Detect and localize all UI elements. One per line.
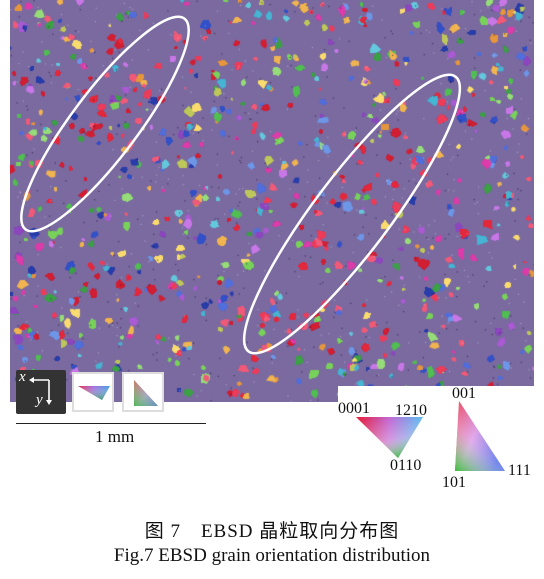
highlight-ellipse-left	[20, 15, 190, 233]
ipf-legend-triangles	[356, 401, 505, 471]
y-axis-label: y	[36, 392, 43, 408]
ebsd-orientation-map	[10, 0, 534, 402]
cubic-ipf-thumbnail	[122, 372, 164, 412]
cubic-corner-101: 101	[442, 474, 466, 491]
cubic-corner-111: 111	[508, 462, 531, 479]
scale-bar-label: 1 mm	[95, 427, 135, 446]
cubic-corner-001: 001	[452, 385, 476, 402]
axis-arrows-icon	[29, 377, 52, 405]
ipf-legend: 0001 1210 0110 001 101 111	[338, 386, 538, 496]
scale-bar	[16, 423, 206, 424]
grain-map-canvas	[10, 0, 534, 402]
hex-corner-0110: 0110	[390, 457, 422, 474]
figure-caption-chinese: 图 7 EBSD 晶粒取向分布图	[144, 521, 400, 542]
hex-corner-0001: 0001	[338, 400, 370, 417]
hex-ipf-thumbnail	[72, 372, 114, 412]
hex-triangle-icon	[78, 386, 110, 400]
axis-indicator: x y	[16, 369, 66, 414]
cubic-triangle-icon	[134, 380, 158, 406]
highlight-ellipse-right	[242, 73, 462, 355]
hex-corner-1210: 1210	[395, 402, 427, 419]
figure-caption-english: Fig.7 EBSD grain orientation distributio…	[113, 545, 431, 566]
highlight-overlay	[20, 15, 462, 355]
x-axis-label: x	[19, 369, 26, 385]
